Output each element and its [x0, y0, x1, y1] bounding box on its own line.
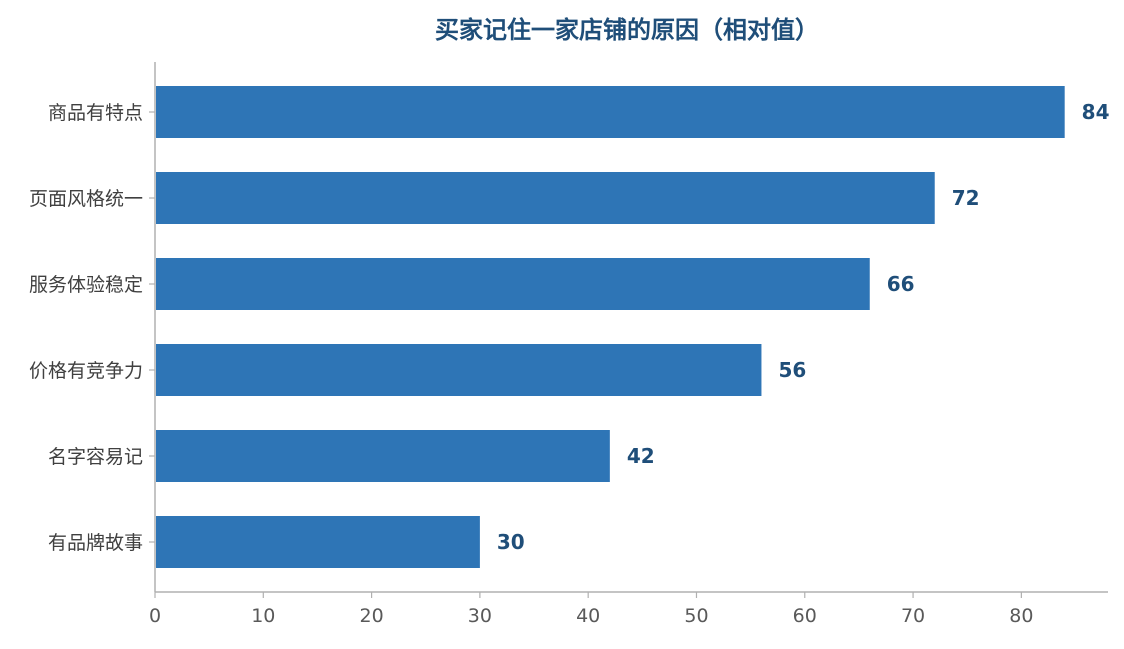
bar [156, 344, 762, 396]
x-tick-label: 20 [359, 605, 383, 627]
chart-title: 买家记住一家店铺的原因（相对值） [435, 16, 819, 44]
x-tick-label: 60 [793, 605, 817, 627]
bar [156, 516, 480, 568]
value-label: 56 [778, 358, 806, 382]
bar [156, 430, 610, 482]
x-tick-label: 40 [576, 605, 600, 627]
bar [156, 258, 870, 310]
category-label: 商品有特点 [48, 102, 143, 124]
value-label: 30 [497, 530, 525, 554]
bars [156, 86, 1065, 568]
x-tick-label: 80 [1009, 605, 1033, 627]
value-label: 42 [627, 444, 655, 468]
category-label: 服务体验稳定 [29, 274, 143, 296]
value-label: 84 [1082, 100, 1110, 124]
value-label: 72 [952, 186, 980, 210]
category-label: 有品牌故事 [48, 532, 143, 554]
bar [156, 172, 935, 224]
x-tick-label: 0 [149, 605, 161, 627]
x-tick-label: 30 [468, 605, 492, 627]
x-tick-label: 10 [251, 605, 275, 627]
value-label: 66 [887, 272, 915, 296]
x-tick-label: 70 [901, 605, 925, 627]
axes: 0 10 20 30 40 50 60 70 80 [149, 62, 1108, 627]
bar [156, 86, 1065, 138]
category-label: 价格有竞争力 [29, 360, 143, 382]
labels: 商品有特点 84 页面风格统一 72 服务体验稳定 66 价格有竞争力 56 名字容易记 42 有品… [29, 100, 1110, 554]
category-label: 名字容易记 [48, 446, 143, 468]
category-label: 页面风格统一 [29, 188, 143, 210]
x-tick-label: 50 [684, 605, 708, 627]
